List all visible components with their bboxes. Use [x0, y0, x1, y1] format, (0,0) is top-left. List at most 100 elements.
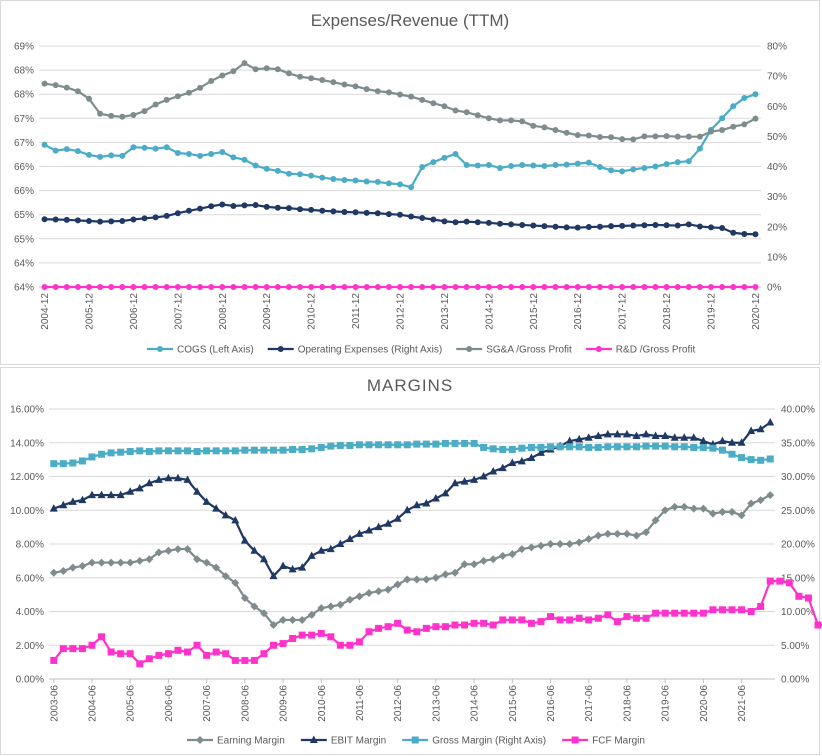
data-point-fcf-margin [499, 616, 507, 624]
data-point-sg-a-gross-profit [652, 133, 659, 140]
data-point-earning-margin [632, 531, 641, 540]
data-point-operating-expenses-right-axis [119, 218, 126, 225]
data-point-gross-margin-right-axis [671, 443, 679, 451]
data-point-cogs-left-axis [174, 150, 181, 157]
data-point-fcf-margin [193, 641, 201, 649]
data-point-sg-a-gross-profit [152, 101, 159, 108]
data-point-fcf-margin [556, 616, 564, 624]
data-point-operating-expenses-right-axis [252, 202, 259, 209]
data-point-cogs-left-axis [263, 165, 270, 172]
data-point-gross-margin-right-axis [222, 447, 230, 455]
data-point-ebit-margin [97, 490, 106, 499]
data-point-r-d-gross-profit [419, 284, 426, 290]
data-point-fcf-margin [145, 655, 153, 663]
x-axis-tick-label: 2010-06 [317, 685, 328, 722]
right-axis-tick-label: 40% [767, 162, 787, 173]
data-point-fcf-margin [298, 631, 306, 639]
data-point-gross-margin-right-axis [470, 439, 478, 447]
data-point-ebit-margin [221, 510, 230, 519]
data-point-operating-expenses-right-axis [608, 223, 615, 230]
data-point-gross-margin-right-axis [126, 448, 134, 456]
x-axis-tick-label: 2015-06 [508, 685, 519, 722]
data-point-earning-margin [422, 575, 431, 584]
data-point-sg-a-gross-profit [530, 122, 537, 129]
data-point-gross-margin-right-axis [50, 460, 58, 468]
data-point-r-d-gross-profit [285, 284, 292, 290]
data-point-r-d-gross-profit [208, 284, 215, 290]
data-point-r-d-gross-profit [330, 284, 337, 290]
right-axis-tick-label: 15.00% [781, 573, 815, 584]
left-axis-tick-label: 64% [14, 283, 34, 294]
data-point-ebit-margin [135, 483, 144, 492]
data-point-sg-a-gross-profit [41, 80, 48, 87]
data-point-r-d-gross-profit [719, 284, 726, 290]
data-point-fcf-margin [680, 609, 688, 617]
data-point-gross-margin-right-axis [107, 449, 115, 457]
data-point-ebit-margin [49, 504, 58, 512]
data-point-fcf-margin [527, 619, 535, 627]
data-point-cogs-left-axis [552, 162, 559, 169]
data-point-gross-margin-right-axis [547, 443, 555, 451]
data-point-fcf-margin [795, 592, 803, 600]
data-point-cogs-left-axis [730, 103, 737, 110]
x-axis-tick-label: 2017-12 [618, 293, 629, 330]
data-point-earning-margin [288, 615, 297, 624]
data-point-ebit-margin [680, 433, 689, 441]
data-point-sg-a-gross-profit [352, 83, 359, 90]
data-point-sg-a-gross-profit [341, 81, 348, 88]
data-point-fcf-margin [671, 609, 679, 617]
data-point-ebit-margin [517, 456, 526, 465]
right-axis-tick-label: 40.00% [781, 405, 815, 416]
data-point-operating-expenses-right-axis [663, 222, 670, 229]
data-point-sg-a-gross-profit [552, 127, 559, 134]
data-point-gross-margin-right-axis [680, 443, 688, 451]
data-point-r-d-gross-profit [308, 284, 315, 290]
data-point-cogs-left-axis [519, 162, 526, 169]
data-point-sg-a-gross-profit [563, 129, 570, 136]
data-point-sg-a-gross-profit [363, 86, 370, 93]
data-point-earning-margin [565, 540, 574, 548]
data-point-cogs-left-axis [696, 145, 703, 152]
data-point-earning-margin [97, 558, 106, 567]
left-axis-tick-label: 10.00% [10, 506, 44, 517]
x-axis-tick-label: 2019-12 [707, 293, 718, 330]
data-point-sg-a-gross-profit [696, 133, 703, 140]
data-point-fcf-margin [585, 616, 593, 624]
data-point-ebit-margin [231, 515, 240, 524]
x-axis-tick-label: 2013-12 [440, 293, 451, 330]
data-point-ebit-margin [450, 478, 459, 487]
data-point-sg-a-gross-profit [85, 95, 92, 102]
data-point-gross-margin-right-axis [709, 444, 717, 452]
legend-marker-sg-a-gross-profit [466, 346, 473, 352]
data-point-fcf-margin [336, 641, 344, 649]
data-point-fcf-margin [757, 602, 765, 610]
data-point-earning-margin [202, 558, 211, 567]
data-point-fcf-margin [403, 626, 411, 634]
right-axis-tick-label: 20% [767, 222, 787, 233]
data-point-operating-expenses-right-axis [185, 207, 192, 214]
data-point-earning-margin [164, 546, 173, 555]
data-point-earning-margin [613, 529, 622, 538]
data-point-r-d-gross-profit [641, 284, 648, 290]
data-point-sg-a-gross-profit [408, 93, 415, 100]
series-line-fcf-margin [52, 580, 822, 665]
legend-label-ebit-margin: EBIT Margin [331, 736, 386, 747]
data-point-fcf-margin [59, 645, 67, 653]
data-point-earning-margin [68, 563, 77, 572]
data-point-operating-expenses-right-axis [219, 201, 226, 208]
data-point-ebit-margin [336, 539, 345, 547]
data-point-ebit-margin [508, 458, 517, 466]
data-point-sg-a-gross-profit [241, 60, 248, 67]
data-point-earning-margin [212, 563, 221, 572]
data-point-cogs-left-axis [719, 115, 726, 122]
data-point-fcf-margin [566, 616, 574, 624]
data-point-operating-expenses-right-axis [674, 222, 681, 229]
data-point-sg-a-gross-profit [430, 100, 437, 107]
data-point-fcf-margin [413, 628, 421, 636]
data-point-cogs-left-axis [508, 163, 515, 170]
data-point-sg-a-gross-profit [730, 123, 737, 130]
data-point-sg-a-gross-profit [385, 89, 392, 96]
data-point-ebit-margin [154, 475, 163, 483]
x-axis-tick-label: 2018-12 [662, 293, 673, 330]
left-axis-tick-label: 67% [14, 114, 34, 125]
